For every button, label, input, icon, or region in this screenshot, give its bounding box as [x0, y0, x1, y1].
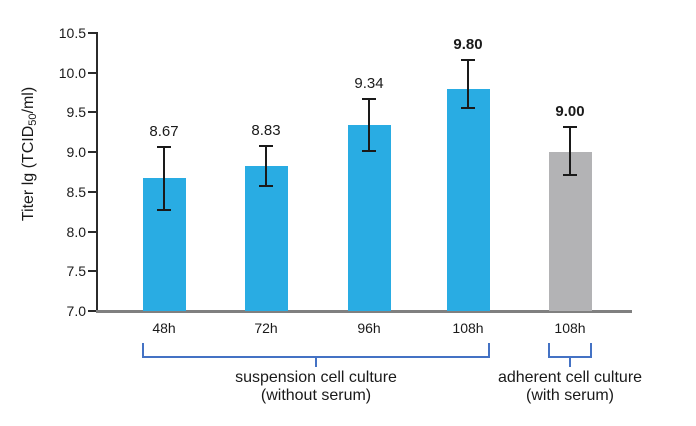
- error-bar-line: [368, 98, 370, 151]
- y-axis-tick-mark: [88, 270, 96, 273]
- x-axis-category-label: 108h: [452, 320, 484, 336]
- y-axis-tick-mark: [88, 71, 96, 74]
- bar-value-label: 8.83: [251, 121, 281, 139]
- y-axis-tick-mark: [88, 190, 96, 193]
- x-axis-category-label: 96h: [357, 320, 381, 336]
- x-axis-line: [96, 310, 632, 313]
- y-axis-tick-label: 7.5: [66, 263, 86, 280]
- error-bar-cap-bottom: [362, 149, 376, 152]
- bar: [548, 152, 592, 311]
- y-axis-tick-mark: [88, 310, 96, 312]
- y-axis-tick-label: 8.0: [66, 223, 86, 240]
- bar-value-label: 9.80: [453, 36, 483, 53]
- group-bracket-right-riser: [590, 343, 592, 357]
- group-label-line1: suspension cell culture: [235, 369, 397, 386]
- error-bar-cap-bottom: [259, 184, 273, 187]
- bar: [347, 125, 391, 311]
- y-axis-tick-label: 8.5: [66, 183, 86, 200]
- y-axis-line: [96, 32, 98, 313]
- error-bar-cap-top: [563, 125, 577, 128]
- bar-value-label: 8.67: [149, 122, 179, 140]
- error-bar-cap-top: [157, 145, 171, 148]
- y-axis-tick-mark: [88, 111, 96, 114]
- group-bracket-left-riser: [142, 343, 144, 357]
- bar: [244, 165, 288, 311]
- error-bar-cap-bottom: [563, 174, 577, 177]
- group-bracket-left-riser: [548, 343, 550, 357]
- error-bar-cap-top: [259, 144, 273, 147]
- group-label-line2: (with serum): [525, 387, 614, 404]
- x-axis-category-label: 48h: [152, 320, 176, 336]
- y-axis-tick-label: 9.5: [66, 104, 86, 121]
- error-bar-line: [265, 145, 267, 186]
- x-axis-category-label: 108h: [554, 320, 586, 336]
- y-axis-tick-label: 10.0: [58, 64, 86, 81]
- y-axis-tick-mark: [88, 230, 96, 233]
- bar: [446, 88, 490, 311]
- group-bracket-center-tick: [315, 357, 317, 367]
- error-bar-cap-top: [362, 97, 376, 100]
- y-axis-tick-label: 9.0: [66, 144, 86, 161]
- group-bracket-center-tick: [569, 357, 571, 367]
- x-axis-category-label: 72h: [254, 320, 278, 336]
- error-bar-cap-top: [461, 59, 475, 61]
- y-axis-tick-mark: [88, 151, 96, 154]
- group-label-line2: (without serum): [260, 387, 372, 404]
- error-bar-line: [467, 60, 469, 108]
- group-bracket-right-riser: [488, 343, 490, 357]
- y-axis-tick-label: 7.0: [66, 303, 86, 319]
- y-axis-tick-label: 10.5: [58, 25, 86, 41]
- error-bar-cap-bottom: [157, 209, 171, 212]
- bar-value-label: 9.34: [354, 74, 384, 92]
- y-axis-tick-mark: [88, 32, 96, 34]
- error-bar-cap-bottom: [461, 106, 475, 109]
- error-bar-line: [163, 146, 165, 211]
- bar-value-label: 9.00: [555, 102, 585, 120]
- error-bar-line: [569, 126, 571, 176]
- group-label-line1: adherent cell culture: [497, 369, 643, 386]
